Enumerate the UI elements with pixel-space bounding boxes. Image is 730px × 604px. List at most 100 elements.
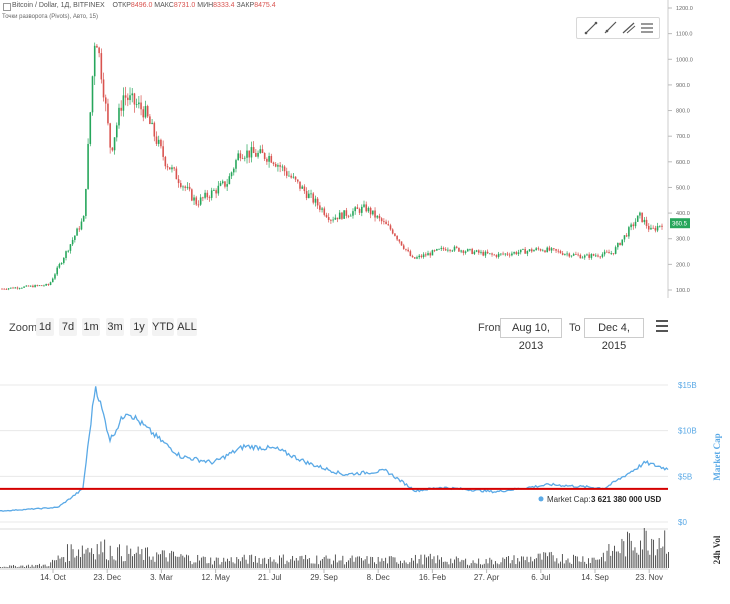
price-candle xyxy=(438,248,440,250)
volume-bar xyxy=(9,565,11,568)
zoom-all-button[interactable]: ALL xyxy=(177,318,197,336)
price-candle xyxy=(425,252,427,258)
volume-bar xyxy=(463,560,465,568)
volume-bar xyxy=(359,556,361,568)
volume-bar xyxy=(656,549,658,568)
volume-bar xyxy=(467,564,468,568)
ray-icon[interactable] xyxy=(602,20,618,36)
price-candle xyxy=(266,157,268,165)
price-candle xyxy=(374,207,376,222)
zoom-1m-button[interactable]: 1m xyxy=(82,318,100,336)
price-candle xyxy=(93,42,96,85)
candle-body xyxy=(71,239,74,245)
price-candle xyxy=(608,249,610,254)
price-candle xyxy=(436,248,438,252)
zoom-1y-button[interactable]: 1y xyxy=(130,318,148,336)
volume-bar xyxy=(297,560,299,568)
candle-body xyxy=(160,139,162,147)
price-candle xyxy=(270,153,273,164)
price-candle xyxy=(23,286,25,289)
price-candle xyxy=(58,262,61,269)
candle-body xyxy=(327,217,330,220)
ohlc-low-label: МИН xyxy=(197,2,214,9)
price-candle xyxy=(396,235,398,241)
volume-bar xyxy=(513,555,515,568)
candle-body xyxy=(118,107,120,126)
volume-bar xyxy=(146,547,148,568)
candle-body xyxy=(7,288,10,290)
price-y-tick-label: 1200.0 xyxy=(676,6,693,12)
price-candle xyxy=(493,253,496,256)
price-candle xyxy=(312,192,315,205)
volume-bar xyxy=(292,555,294,568)
volume-bar xyxy=(604,561,606,568)
candle-body xyxy=(550,248,553,251)
price-candle xyxy=(215,188,217,199)
price-candle xyxy=(639,211,641,219)
price-candle xyxy=(369,206,372,219)
price-candle xyxy=(334,214,337,220)
volume-bar xyxy=(210,557,212,568)
trendline-icon[interactable] xyxy=(583,20,599,36)
price-candle xyxy=(407,247,409,253)
price-candle xyxy=(614,245,617,255)
candle-body xyxy=(100,53,103,80)
candle-body xyxy=(87,143,89,189)
candle-body xyxy=(619,242,621,246)
price-candle xyxy=(513,251,515,255)
zoom-7d-button[interactable]: 7d xyxy=(59,318,77,336)
from-date-input[interactable]: Aug 10, 2013 xyxy=(500,318,562,352)
price-candle xyxy=(619,242,621,246)
candle-body xyxy=(389,225,392,230)
volume-bar xyxy=(440,557,442,568)
price-candle xyxy=(133,92,136,113)
candle-body xyxy=(208,197,211,199)
chart-menu-icon[interactable] xyxy=(656,320,668,334)
volume-bar xyxy=(427,556,429,568)
zoom-3m-button[interactable]: 3m xyxy=(106,318,124,336)
lines-menu-icon[interactable] xyxy=(639,20,655,36)
volume-bar xyxy=(411,558,413,568)
volume-bar xyxy=(31,564,33,568)
candle-body xyxy=(215,190,217,194)
zoom-1d-button[interactable]: 1d xyxy=(36,318,54,336)
price-candle xyxy=(155,131,158,147)
zoom-ytd-button[interactable]: YTD xyxy=(152,318,174,336)
candle-body xyxy=(345,210,348,216)
volume-bar xyxy=(1,567,3,568)
price-candle xyxy=(29,285,32,287)
volume-bar xyxy=(182,555,184,568)
candle-body xyxy=(586,254,588,256)
volume-bar xyxy=(228,560,230,568)
candle-body xyxy=(45,284,47,286)
candle-body xyxy=(67,250,70,252)
volume-bar xyxy=(401,563,403,568)
volume-bar xyxy=(81,545,83,568)
candle-body xyxy=(255,152,257,157)
volume-bar xyxy=(189,560,191,568)
fib-icon[interactable] xyxy=(621,20,637,36)
price-candle xyxy=(599,255,601,259)
volume-bar xyxy=(254,556,256,568)
candle-body xyxy=(140,102,142,110)
candle-body xyxy=(376,215,379,218)
price-candle xyxy=(235,158,237,173)
price-candle xyxy=(310,189,312,199)
market-cap-svg: $15B $10B $5B $0 Market Cap 24h Vol Market Cap… xyxy=(0,381,722,582)
candle-body xyxy=(29,285,32,287)
to-date-input[interactable]: Dec 4, 2015 xyxy=(584,318,644,352)
price-candle xyxy=(378,213,381,222)
candle-body xyxy=(232,168,235,173)
candle-body xyxy=(230,172,233,177)
price-candle xyxy=(405,248,407,252)
volume-bar xyxy=(515,564,517,568)
ohlc-close-label: ЗАКР xyxy=(236,2,255,9)
price-candle xyxy=(661,223,663,230)
price-candle xyxy=(255,148,257,158)
candle-body xyxy=(111,147,114,151)
price-candle xyxy=(177,175,180,188)
volume-bar xyxy=(325,555,327,568)
price-legend: Bitcoin / Dollar, 1Д, BITFINEX ОТКР8496.… xyxy=(12,2,276,9)
candle-body xyxy=(248,150,251,158)
checkbox-icon[interactable] xyxy=(3,3,11,11)
